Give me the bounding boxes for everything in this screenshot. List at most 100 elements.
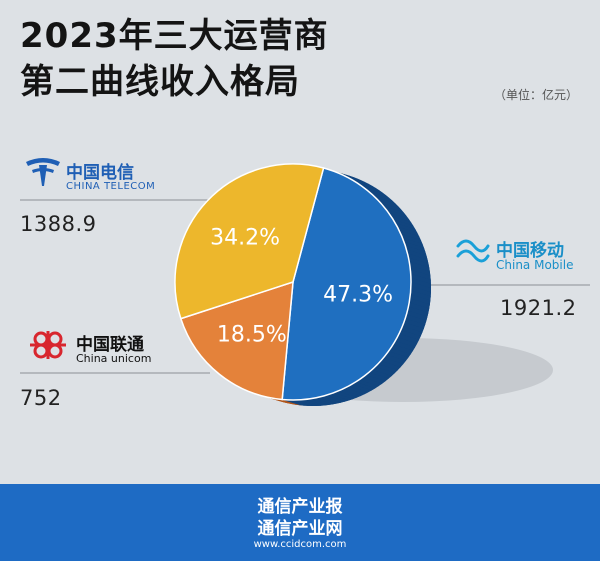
pie-rim-mobile bbox=[296, 399, 322, 406]
pie-rim-mobile bbox=[347, 384, 372, 393]
pie-rim-mobile bbox=[374, 197, 399, 207]
pie-rim-mobile bbox=[371, 194, 396, 204]
mobile-name-cn: 中国移动 bbox=[496, 241, 564, 261]
pie-rim-mobile bbox=[392, 341, 416, 352]
pie-rim-mobile bbox=[400, 234, 423, 245]
pie-rim-mobile bbox=[379, 357, 404, 368]
pie-rim-mobile bbox=[410, 277, 431, 290]
pie-rim-mobile bbox=[371, 366, 395, 377]
pie-rim-mobile bbox=[368, 191, 393, 202]
pie-rim-mobile bbox=[383, 206, 407, 217]
pie-rim-mobile bbox=[300, 399, 326, 406]
pie-rim-mobile bbox=[387, 347, 411, 359]
mobile-value: 1921.2 bbox=[500, 296, 577, 320]
footer-brand-1: 通信产业报 bbox=[257, 497, 343, 517]
pie-rim-mobile bbox=[352, 179, 377, 189]
pie-rim-mobile bbox=[410, 273, 431, 285]
title-line-2: 第二曲线收入格局 bbox=[20, 62, 300, 102]
percent-label-unicom: 18.5% bbox=[217, 323, 287, 348]
unicom-knot-icon bbox=[30, 331, 66, 359]
pie-rim-mobile bbox=[344, 175, 370, 185]
pie-rim-mobile bbox=[396, 333, 420, 345]
pie-rim-mobile bbox=[304, 398, 330, 406]
pie-slice-mobile bbox=[281, 167, 412, 401]
pie-rim-mobile bbox=[336, 389, 361, 398]
unit-label: （单位：亿元） bbox=[493, 88, 578, 102]
unicom-value: 752 bbox=[20, 386, 62, 410]
pie-rim-mobile bbox=[377, 200, 402, 210]
pie-rim-mobile bbox=[402, 322, 424, 334]
mobile-name-en: China Mobile bbox=[496, 258, 574, 272]
pie-rim-mobile bbox=[368, 369, 392, 380]
pie-rim-mobile bbox=[324, 394, 350, 402]
pie-rim-mobile bbox=[410, 282, 431, 294]
telecom-logo-icon bbox=[26, 158, 60, 186]
pie-rim-mobile bbox=[395, 223, 418, 234]
title-line-1: 2023年三大运营商 bbox=[20, 16, 329, 56]
pie-rim-mobile bbox=[365, 189, 390, 199]
pie-rim-mobile bbox=[358, 377, 383, 387]
pie-rim-mobile bbox=[332, 391, 358, 400]
unicom-name-en: China unicom bbox=[76, 352, 152, 365]
pie-rim-mobile bbox=[283, 399, 309, 406]
pie-rim-mobile bbox=[308, 398, 334, 405]
percent-label-telecom: 34.2% bbox=[210, 226, 280, 251]
footer-banner: 通信产业报 通信产业网 www.ccidcom.com bbox=[0, 484, 600, 561]
pie-slice-telecom bbox=[174, 163, 325, 320]
telecom-name-cn: 中国电信 bbox=[66, 163, 134, 183]
pie-rim-mobile bbox=[351, 382, 376, 391]
unicom-name-cn: 中国联通 bbox=[76, 335, 144, 355]
pie-rim-mobile bbox=[409, 261, 430, 273]
pie-rim-mobile bbox=[316, 396, 342, 404]
pie-rim-mobile bbox=[409, 265, 431, 277]
pie-rim-mobile bbox=[400, 326, 423, 337]
leader-lines bbox=[20, 199, 590, 374]
pie-rim-mobile bbox=[385, 351, 409, 362]
pie-rim-mobile bbox=[388, 212, 412, 223]
pie-rim-mobile bbox=[287, 399, 313, 406]
pie-rim-mobile bbox=[406, 249, 428, 261]
pie-rim-mobile bbox=[408, 302, 430, 314]
pie-rim-mobile bbox=[407, 253, 429, 265]
pie-rim-mobile bbox=[407, 306, 429, 318]
pie-rim-mobile bbox=[279, 399, 305, 406]
telecom-value: 1388.9 bbox=[20, 212, 97, 236]
pie-rim-mobile bbox=[393, 219, 416, 230]
pie-rim-mobile bbox=[403, 241, 426, 253]
pie-rim-mobile bbox=[394, 337, 418, 348]
pie-rim-mobile bbox=[343, 386, 369, 395]
pie-rim-mobile bbox=[404, 314, 427, 326]
footer-url: www.ccidcom.com bbox=[253, 539, 347, 550]
pie-rim-mobile bbox=[382, 354, 406, 365]
pie-rim-mobile bbox=[410, 286, 431, 298]
pie-rim-mobile bbox=[410, 290, 431, 302]
pie-rim-mobile bbox=[405, 245, 427, 257]
pie-rim-mobile bbox=[410, 269, 431, 281]
pie-rim-mobile bbox=[399, 230, 422, 241]
percent-label-mobile: 47.3% bbox=[323, 283, 393, 308]
pie-rim-mobile bbox=[398, 329, 421, 341]
china-telecom-logo bbox=[22, 156, 64, 194]
pie-rim-mobile bbox=[328, 392, 354, 401]
pie-rim-mobile bbox=[362, 186, 387, 196]
pie-rim-mobile bbox=[397, 226, 420, 238]
pie-rim-unicom bbox=[275, 398, 301, 406]
pie-rim-mobile bbox=[406, 310, 428, 322]
pie-rim-mobile bbox=[377, 360, 401, 371]
footer-brand-2: 通信产业网 bbox=[257, 519, 343, 539]
china-mobile-logo bbox=[454, 234, 492, 272]
pie-rim-mobile bbox=[291, 399, 318, 406]
pie-rim-mobile bbox=[340, 388, 365, 397]
pie-rim-mobile bbox=[409, 298, 430, 310]
pie-slice-unicom bbox=[179, 280, 294, 401]
pie-rim-mobile bbox=[380, 203, 405, 213]
telecom-name-en: CHINA TELECOM bbox=[66, 181, 156, 192]
pie-rim-mobile bbox=[402, 237, 425, 249]
pie-rim-mobile bbox=[361, 374, 386, 385]
pie-rim-mobile bbox=[385, 209, 410, 220]
pie-rim-mobile bbox=[408, 257, 430, 269]
pie-rim-mobile bbox=[320, 395, 346, 403]
pie-rim-mobile bbox=[374, 363, 398, 374]
pie-rim-mobile bbox=[312, 397, 338, 405]
